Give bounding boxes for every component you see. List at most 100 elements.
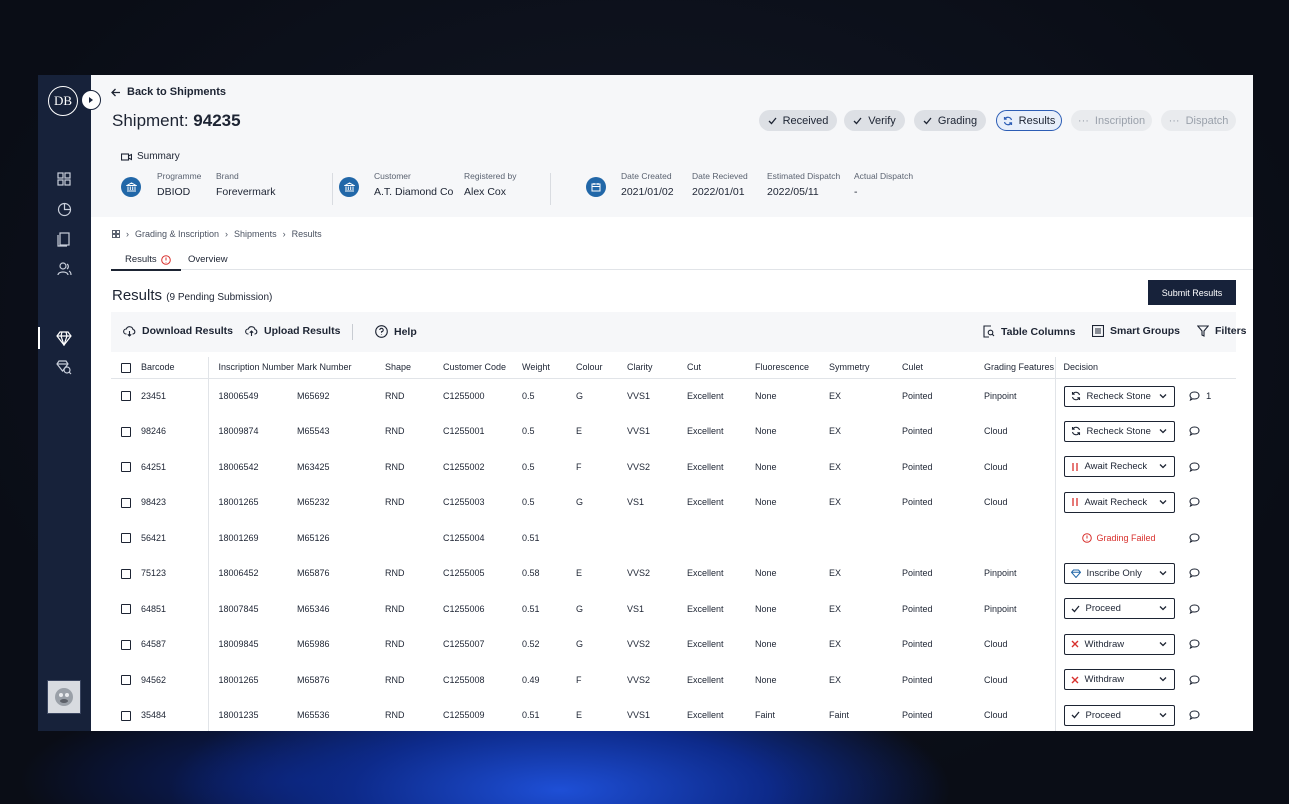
table-row[interactable]: 35484 18001235 M65536 RND C1255009 0.51 E VVS1 E… <box>111 697 1236 731</box>
cell-symmetry <box>829 520 902 556</box>
decision-select[interactable]: Inscribe Only <box>1063 562 1175 584</box>
row-checkbox[interactable] <box>121 426 131 437</box>
col-barcode[interactable]: Barcode <box>141 357 209 379</box>
tab-overview[interactable]: Overview <box>188 254 228 265</box>
table-row[interactable]: 64251 18006542 M63425 RND C1255002 0.5 F VVS2 Ex… <box>111 449 1236 485</box>
decision-label: Inscribe Only <box>1086 567 1142 579</box>
col-symmetry[interactable]: Symmetry <box>829 357 902 379</box>
decision-select[interactable]: Recheck Stone <box>1063 420 1175 442</box>
comments-button[interactable] <box>1183 710 1236 721</box>
step-received[interactable]: Received <box>759 110 837 131</box>
row-checkbox[interactable] <box>121 568 131 579</box>
dashboard-icon[interactable] <box>54 169 74 189</box>
cell-culet: Pointed <box>902 568 933 579</box>
col-customer-code[interactable]: Customer Code <box>443 357 522 379</box>
step-grading[interactable]: Grading <box>914 110 986 131</box>
table-columns-button[interactable]: Table Columns <box>983 325 1075 338</box>
table-row[interactable]: 75123 18006452 M65876 RND C1255005 0.58 E VVS2 E… <box>111 555 1236 591</box>
expand-sidebar-button[interactable] <box>81 90 101 110</box>
table-row[interactable]: 94562 18001265 M65876 RND C1255008 0.49 F VVS2 E… <box>111 662 1236 698</box>
table-row[interactable]: 64851 18007845 M65346 RND C1255006 0.51 G VS1 Ex… <box>111 591 1236 627</box>
pie-chart-icon[interactable] <box>54 199 74 219</box>
cell-barcode: 98246 <box>141 413 209 449</box>
table-row[interactable]: 64587 18009845 M65986 RND C1255007 0.52 G VVS2 E… <box>111 626 1236 662</box>
cell-inscription: 18001269 <box>218 532 259 543</box>
col-culet[interactable]: Culet <box>902 357 984 379</box>
download-results-button[interactable]: Download Results <box>123 325 233 337</box>
row-checkbox[interactable] <box>121 710 131 721</box>
select-all-checkbox[interactable] <box>121 362 131 373</box>
decision-select[interactable]: Await Recheck <box>1063 491 1175 513</box>
decision-select[interactable]: Withdraw <box>1063 633 1175 655</box>
row-checkbox[interactable] <box>121 675 131 686</box>
col-inscription[interactable]: Inscription Number <box>208 357 297 379</box>
row-checkbox[interactable] <box>121 391 131 402</box>
table-row[interactable]: 23451 18006549 M65692 RND C1255000 0.5 G VVS1 Ex… <box>111 378 1236 414</box>
step-inscription[interactable]: ··· Inscription <box>1071 110 1152 131</box>
cell-fluorescence: Faint <box>755 710 776 721</box>
breadcrumb-item[interactable]: Shipments <box>234 229 277 239</box>
row-checkbox[interactable] <box>121 604 131 615</box>
comments-button[interactable] <box>1183 426 1236 437</box>
breadcrumb-item[interactable]: Grading & Inscription <box>135 229 220 239</box>
row-checkbox[interactable] <box>121 533 131 544</box>
col-mark[interactable]: Mark Number <box>297 357 385 379</box>
smart-groups-button[interactable]: Smart Groups <box>1092 325 1180 337</box>
col-decision[interactable]: Decision <box>1054 357 1183 379</box>
diamond-certificate-icon[interactable] <box>54 328 74 348</box>
row-checkbox[interactable] <box>121 497 131 508</box>
row-checkbox[interactable] <box>121 639 131 650</box>
col-fluorescence[interactable]: Fluorescence <box>755 357 829 379</box>
documents-icon[interactable] <box>54 229 74 249</box>
diamond-search-icon[interactable] <box>54 357 74 377</box>
submit-results-button[interactable]: Submit Results <box>1148 280 1236 305</box>
step-verify[interactable]: Verify <box>844 110 905 131</box>
comments-button[interactable] <box>1183 533 1236 543</box>
comment-icon <box>1189 533 1200 543</box>
table-row[interactable]: 98423 18001265 M65232 RND C1255003 0.5 G VS1 Exc… <box>111 484 1236 520</box>
filters-button[interactable]: Filters <box>1197 325 1247 337</box>
row-checkbox[interactable] <box>121 462 131 473</box>
decision-select[interactable]: Proceed <box>1063 598 1175 620</box>
back-link[interactable]: Back to Shipments <box>111 86 226 98</box>
comments-button[interactable] <box>1183 675 1236 685</box>
comments-button[interactable] <box>1183 604 1236 614</box>
avatar[interactable] <box>47 680 81 714</box>
cell-shape: RND <box>385 639 405 650</box>
col-cut[interactable]: Cut <box>687 357 755 379</box>
step-results[interactable]: Results <box>996 110 1062 131</box>
decision-select[interactable]: Await Recheck <box>1063 456 1175 478</box>
tab-results[interactable]: Results <box>111 254 181 271</box>
sidebar: DB <box>38 75 101 731</box>
comments-button[interactable] <box>1183 568 1236 579</box>
comments-button[interactable]: 1 <box>1183 391 1236 402</box>
grid-icon[interactable] <box>112 230 120 238</box>
cell-weight: 0.51 <box>522 532 540 543</box>
est-dispatch-value: 2022/05/11 <box>767 186 819 198</box>
comments-button[interactable] <box>1183 639 1236 650</box>
cell-culet <box>902 520 984 556</box>
step-dispatch[interactable]: ··· Dispatch <box>1161 110 1236 131</box>
comments-button[interactable] <box>1183 462 1236 472</box>
summary-divider <box>550 173 551 205</box>
col-colour[interactable]: Colour <box>576 357 627 379</box>
decision-select[interactable]: Proceed <box>1063 704 1175 726</box>
decision-select[interactable]: Withdraw <box>1063 669 1175 691</box>
users-icon[interactable] <box>54 259 74 279</box>
cloud-download-icon <box>123 325 136 337</box>
help-button[interactable]: Help <box>375 325 417 338</box>
decision-select[interactable]: Recheck Stone <box>1063 385 1175 407</box>
table-row[interactable]: 56421 18001269 M65126 C1255004 0.51 Grading F… <box>111 520 1236 556</box>
upload-results-button[interactable]: Upload Results <box>245 325 340 337</box>
col-clarity[interactable]: Clarity <box>627 357 687 379</box>
table-row[interactable]: 98246 18009874 M65543 RND C1255001 0.5 E VVS1 Ex… <box>111 413 1236 449</box>
cell-inscription: 18009845 <box>218 639 259 650</box>
summary-label: Summary <box>137 151 180 162</box>
col-weight[interactable]: Weight <box>522 357 576 379</box>
logo[interactable]: DB <box>48 86 78 116</box>
comments-button[interactable] <box>1183 497 1236 508</box>
col-shape[interactable]: Shape <box>385 357 443 379</box>
cell-symmetry: EX <box>829 461 842 472</box>
chevron-down-icon <box>1159 464 1166 469</box>
col-grading-features[interactable]: Grading Features <box>984 357 1055 379</box>
